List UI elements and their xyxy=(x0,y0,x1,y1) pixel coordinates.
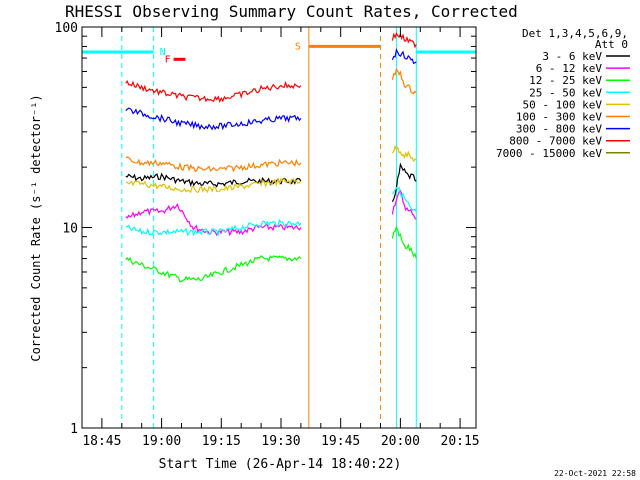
saa-flag-label: S xyxy=(295,41,301,52)
series-line xyxy=(391,67,417,95)
y-tick-label: 10 xyxy=(62,222,78,237)
series-line xyxy=(391,144,417,163)
timestamp: 22-Oct-2021 22:58 xyxy=(554,469,636,478)
legend-entry: 300 - 800 keV xyxy=(516,123,602,136)
legend-entry: 6 - 12 keV xyxy=(536,62,603,75)
series-line xyxy=(391,225,417,259)
axes: 18:45 19:00 19:15 19:30 19:45 20:00 20:15 1 10 10… xyxy=(55,21,480,449)
y-tick-label: 1 xyxy=(70,422,78,437)
legend-entry: 25 - 50 keV xyxy=(529,86,602,99)
x-tick-label: 19:00 xyxy=(142,434,181,449)
legend-entry: 3 - 6 keV xyxy=(542,50,602,63)
y-tick-label: 100 xyxy=(55,21,78,36)
x-tick-label: 19:45 xyxy=(321,434,360,449)
x-tick-label: 18:45 xyxy=(82,434,121,449)
night-flag-label: N xyxy=(160,47,166,58)
x-tick-label: 19:15 xyxy=(202,434,241,449)
series-line xyxy=(125,79,302,103)
series-line xyxy=(125,219,302,238)
flare-flag-label: F xyxy=(165,54,171,65)
x-tick-label: 19:30 xyxy=(261,434,300,449)
plot-area: NF S xyxy=(81,27,477,428)
legend-entry: 100 - 300 keV xyxy=(516,111,602,124)
series-line xyxy=(125,177,302,194)
x-tick-label: 20:00 xyxy=(381,434,420,449)
legend-entry: 12 - 25 keV xyxy=(529,74,602,87)
series-line xyxy=(125,107,302,131)
legend-entry: 50 - 100 keV xyxy=(523,98,603,111)
legend-header: Att 0 xyxy=(595,38,628,51)
series-line xyxy=(391,186,417,212)
chart-title: RHESSI Observing Summary Count Rates, Co… xyxy=(65,2,518,21)
series-line xyxy=(125,156,302,173)
legend-entry: 800 - 7000 keV xyxy=(509,135,602,148)
x-axis-label: Start Time (26-Apr-14 18:40:22) xyxy=(159,457,402,472)
series-line xyxy=(125,254,302,283)
legend-entry: 7000 - 15000 keV xyxy=(496,147,602,160)
series-line xyxy=(391,189,417,220)
series-line xyxy=(125,203,302,237)
series-line xyxy=(391,31,417,49)
series-line xyxy=(391,47,417,65)
series-line xyxy=(125,172,302,188)
legend-header: Det 1,3,4,5,6,9, xyxy=(522,27,628,40)
x-tick-label: 20:15 xyxy=(441,434,480,449)
y-axis-label: Corrected Count Rate (s⁻¹ detector⁻¹) xyxy=(29,94,43,361)
